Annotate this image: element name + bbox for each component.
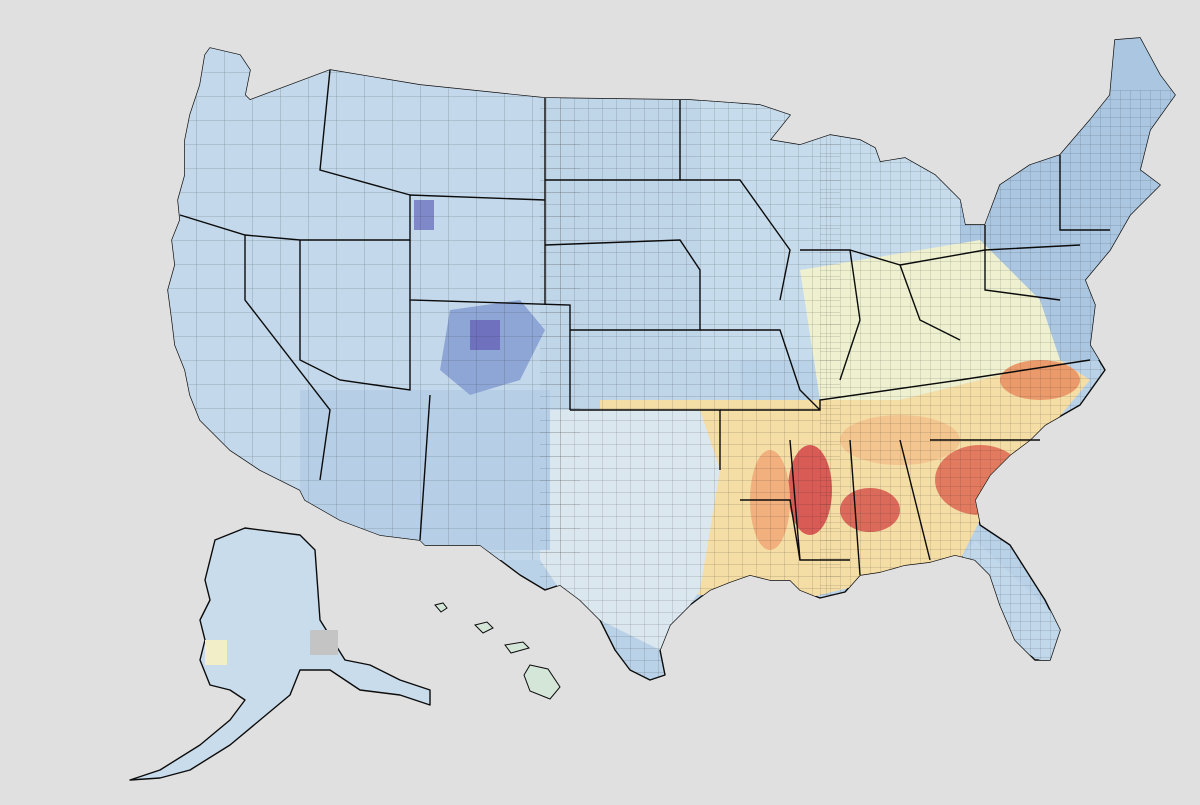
alaska [129, 527, 431, 781]
alaska-outline [129, 527, 431, 781]
hawaii [434, 602, 561, 700]
hawaii-big-island [523, 664, 561, 700]
state-borders [179, 69, 1110, 576]
hawaii-kauai [434, 602, 448, 613]
hawaii-oahu [474, 621, 494, 634]
hawaii-maui [504, 641, 530, 654]
